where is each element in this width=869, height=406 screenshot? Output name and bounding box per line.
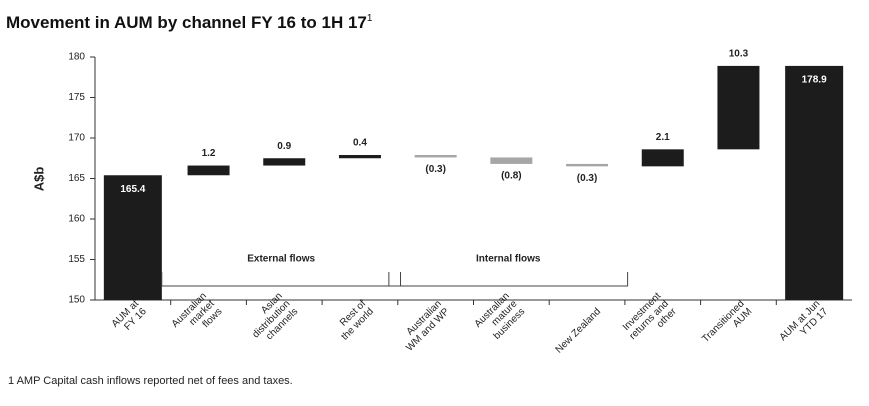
value-label: 178.9 <box>802 75 827 86</box>
bar <box>414 155 457 158</box>
value-label: (0.3) <box>577 173 598 184</box>
value-label: 0.9 <box>277 141 291 152</box>
y-tick-label: 165 <box>68 173 85 184</box>
bar <box>490 157 533 164</box>
value-label: 165.4 <box>120 184 145 195</box>
group-bracket <box>161 272 402 287</box>
y-tick-label: 150 <box>68 295 85 306</box>
x-tick-label-line: New Zealand <box>554 306 603 355</box>
value-label: 10.3 <box>729 49 749 60</box>
value-label: 0.4 <box>353 138 367 149</box>
value-label: 2.1 <box>656 132 670 143</box>
value-label: (0.8) <box>501 171 522 182</box>
bar <box>717 65 760 150</box>
title-note: 1 <box>367 13 373 24</box>
bar <box>338 155 381 159</box>
bar <box>566 163 609 167</box>
group-label: External flows <box>247 254 315 265</box>
y-tick-label: 170 <box>68 133 85 144</box>
value-label: 1.2 <box>202 148 216 159</box>
bar <box>187 165 230 176</box>
y-tick-label: 180 <box>68 52 85 63</box>
group-label: Internal flows <box>476 254 541 265</box>
x-tick-label: New Zealand <box>554 306 603 355</box>
y-tick-label: 175 <box>68 92 85 103</box>
footnote: 1 AMP Capital cash inflows reported net … <box>8 375 293 387</box>
bar <box>103 175 162 300</box>
chart-title: Movement in AUM by channel FY 16 to 1H 1… <box>6 13 373 33</box>
group-bracket <box>388 272 629 287</box>
title-text: Movement in AUM by channel FY 16 to 1H 1… <box>6 13 367 32</box>
y-axis-label: A$b <box>31 167 46 192</box>
y-tick-label: 155 <box>68 254 85 265</box>
bar <box>785 65 844 300</box>
bar <box>641 149 684 167</box>
value-label: (0.3) <box>425 164 446 175</box>
y-tick-label: 160 <box>68 214 85 225</box>
bar <box>263 158 306 166</box>
